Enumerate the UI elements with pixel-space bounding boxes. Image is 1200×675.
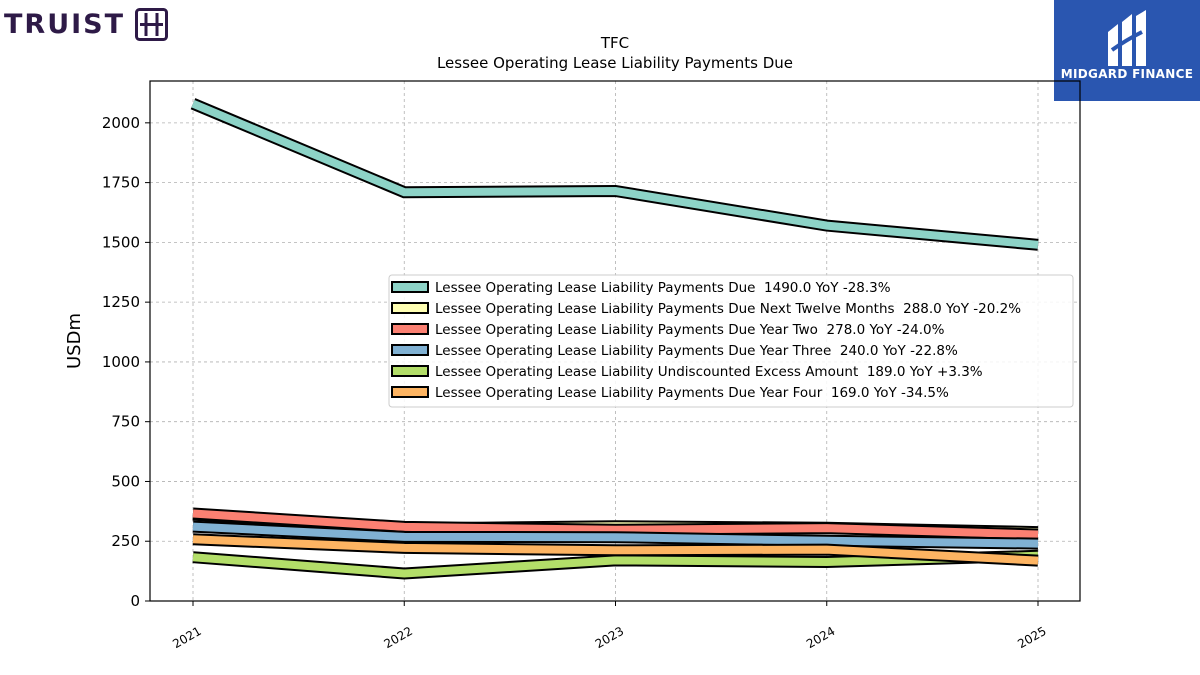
midgard-wordmark: MIDGARD FINANCE: [1060, 67, 1194, 81]
midgard-finance-logo: MIDGARD FINANCE: [1054, 0, 1200, 101]
legend-swatch: [391, 281, 429, 293]
x-tick-label: 2023: [593, 624, 626, 651]
truist-wordmark: TRUIST: [4, 8, 126, 40]
chart-subtitle: Lessee Operating Lease Liability Payment…: [437, 54, 793, 72]
y-tick-label: 500: [111, 472, 140, 490]
x-tick-label: 2024: [804, 624, 837, 651]
truist-logo: TRUIST: [4, 4, 174, 44]
legend-label: Lessee Operating Lease Liability Payment…: [435, 322, 945, 338]
chart-title: TFC: [600, 34, 629, 52]
series-layer: [190, 98, 1039, 580]
legend-swatch: [391, 344, 429, 356]
y-tick-label: 1250: [102, 293, 140, 311]
y-tick-label: 1000: [102, 353, 140, 371]
x-axis: 2021 2022 2023 2024 2025: [170, 601, 1049, 651]
legend-box: [388, 274, 1074, 408]
legend-label: Lessee Operating Lease Liability Payment…: [435, 301, 1021, 317]
y-axis: 0 250 500 750 1000 1250 1500 1750 2000: [102, 114, 150, 610]
legend-label: Lessee Operating Lease Liability Payment…: [435, 385, 949, 401]
legend-swatch: [391, 302, 429, 314]
legend-label: Lessee Operating Lease Liability Payment…: [435, 343, 958, 359]
x-tick-label: 2025: [1015, 624, 1048, 651]
legend-swatch: [391, 323, 429, 335]
x-tick-label: 2021: [170, 624, 203, 651]
midgard-mark-icon: [1108, 10, 1146, 66]
y-tick-label: 2000: [102, 114, 140, 132]
legend: Lessee Operating Lease Liability Payment…: [388, 274, 1074, 408]
y-tick-label: 750: [111, 413, 140, 431]
legend-label: Lessee Operating Lease Liability Undisco…: [435, 364, 983, 380]
y-tick-label: 250: [111, 532, 140, 550]
legend-swatch: [391, 365, 429, 377]
y-tick-label: 1500: [102, 233, 140, 251]
y-tick-label: 0: [130, 592, 140, 610]
truist-mark-icon: [135, 7, 169, 41]
x-tick-label: 2022: [382, 624, 415, 651]
legend-swatch: [391, 386, 429, 398]
y-axis-label: USDm: [64, 313, 85, 369]
y-tick-label: 1750: [102, 174, 140, 192]
legend-label: Lessee Operating Lease Liability Payment…: [435, 280, 891, 296]
